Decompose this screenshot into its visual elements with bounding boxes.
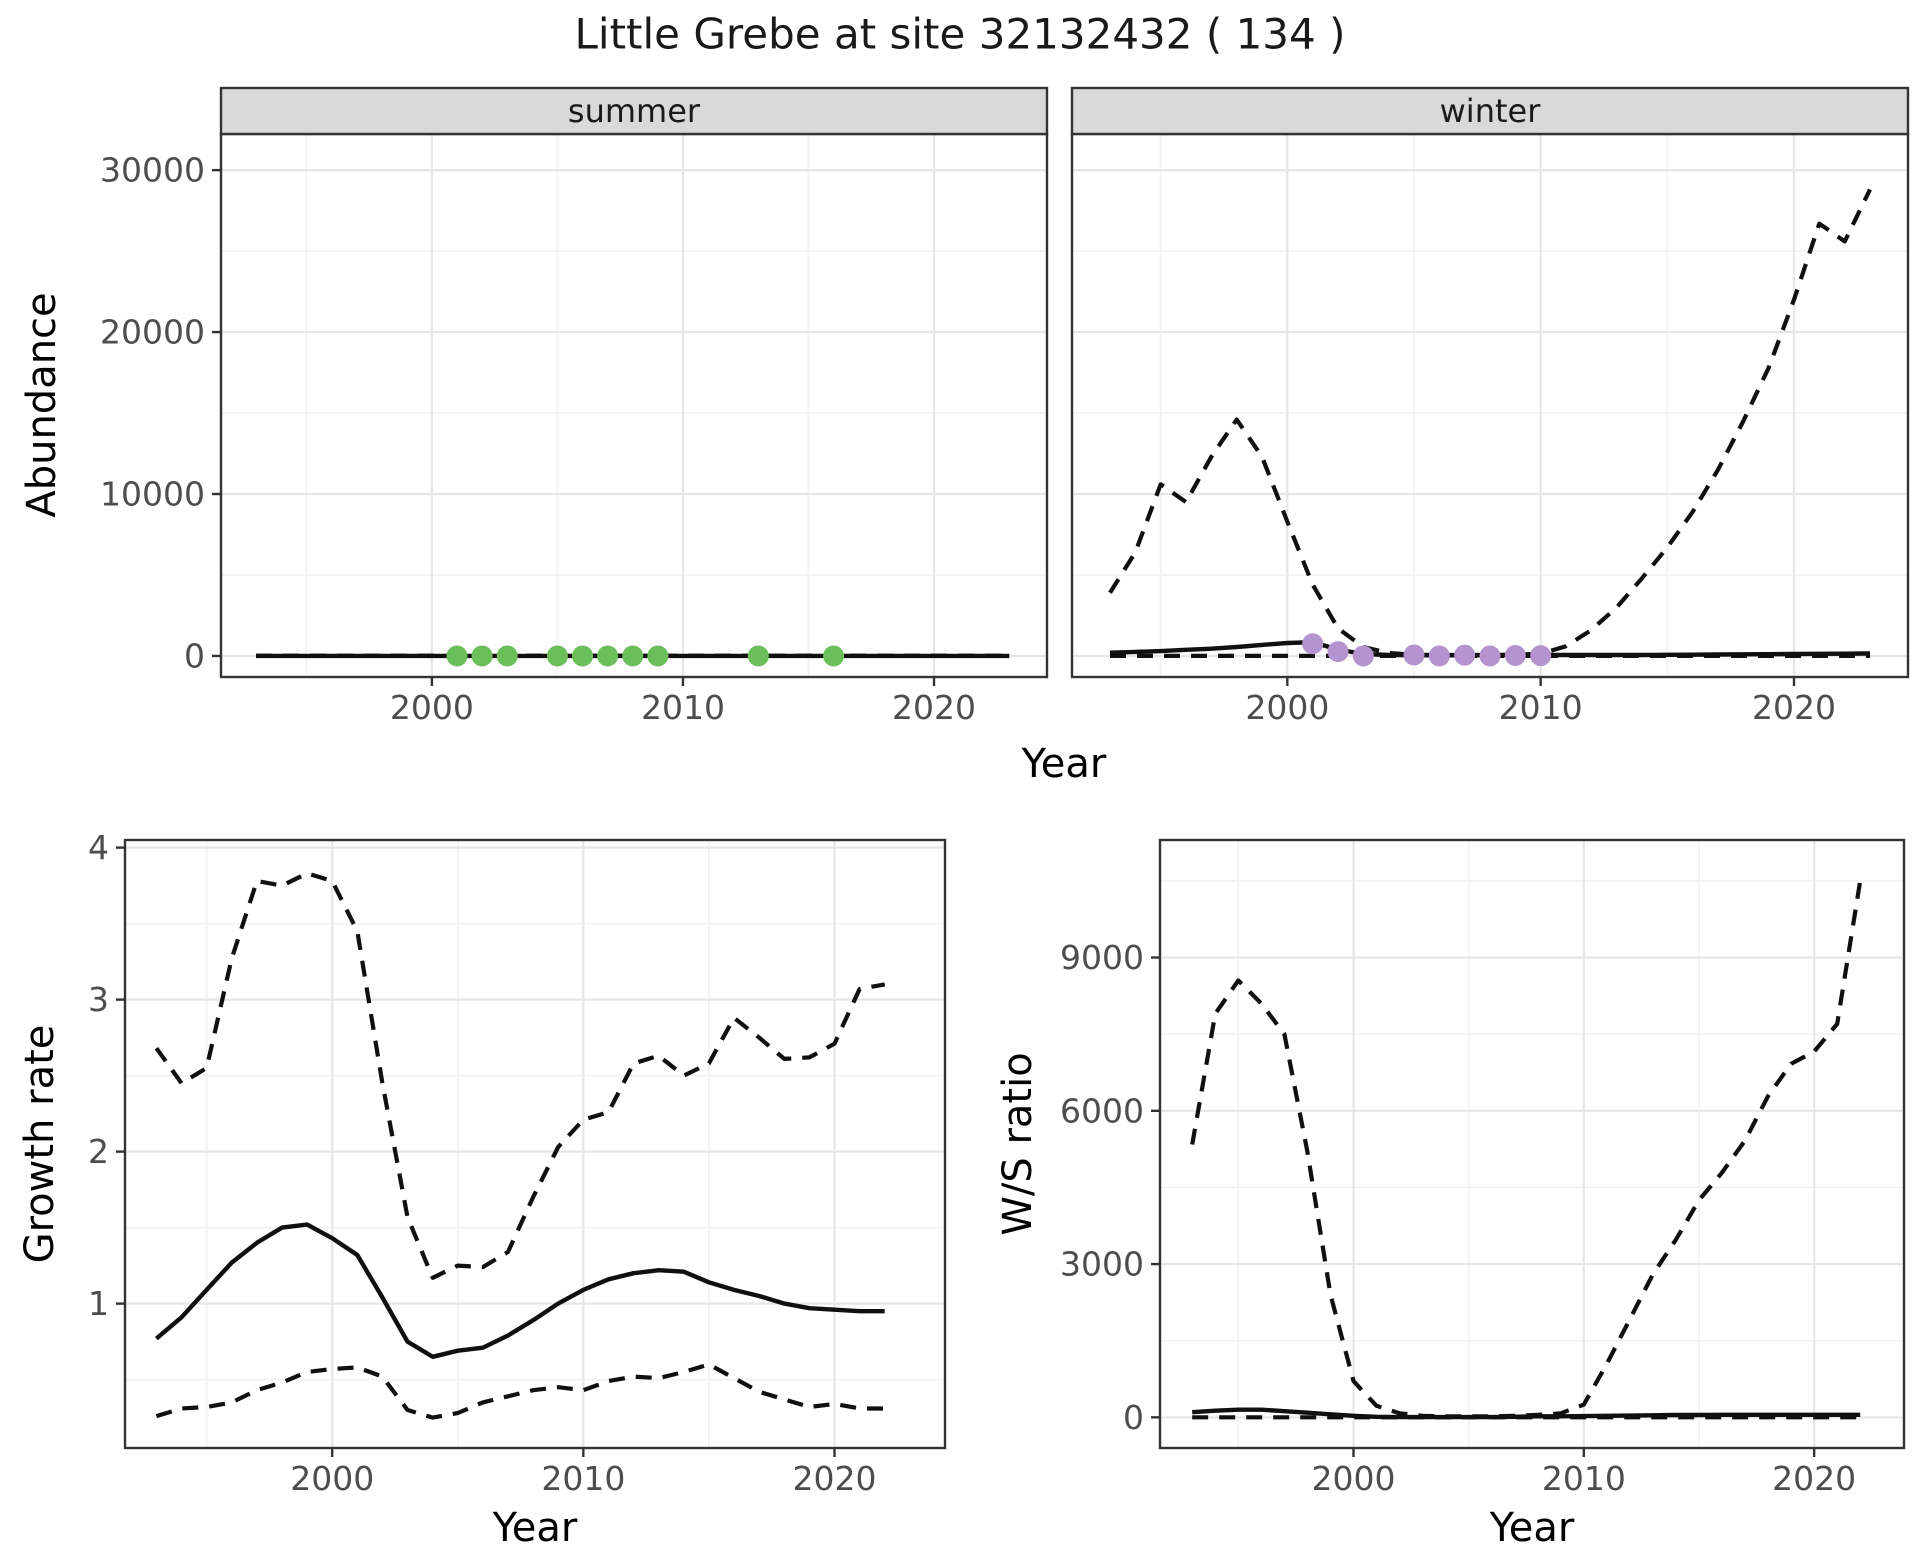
summer-y-tick-label: 10000 <box>100 475 205 514</box>
winter-x-tick-label: 2020 <box>1752 688 1836 727</box>
winter-observation-point <box>1530 645 1552 667</box>
summer-panel <box>221 134 1047 677</box>
summer-x-tick-label: 2020 <box>892 688 976 727</box>
growth-upper_ci-line <box>154 871 886 1280</box>
summer-observation-point <box>597 645 619 667</box>
summer-strip <box>219 86 1049 136</box>
summer-observation-point <box>546 645 568 667</box>
bottom-left-year-axis-title: Year <box>492 1505 578 1551</box>
growth-panel <box>125 840 945 1448</box>
summer-y-tick-label: 0 <box>184 636 205 675</box>
summer-observation-point <box>823 645 845 667</box>
summer-y-tick-label: 30000 <box>100 151 205 190</box>
summer-strip-label: summer <box>568 92 701 130</box>
winter-observation-point <box>1403 644 1425 666</box>
growth-y-tick-label: 2 <box>88 1132 109 1171</box>
winter-upper_ci-line <box>1108 188 1872 658</box>
winter-observation-point <box>1454 644 1476 666</box>
ws-panel <box>1160 840 1904 1448</box>
abundance-axis-title: Abundance <box>19 292 65 518</box>
growth-y-tick-label: 4 <box>88 828 109 867</box>
chart-title: Little Grebe at site 32132432 ( 134 ) <box>574 9 1346 59</box>
ws-x-tick-label: 2020 <box>1772 1459 1856 1498</box>
summer-observation-point <box>446 645 468 667</box>
summer-x-tick-label: 2010 <box>641 688 725 727</box>
ws-ratio-axis-title: W/S ratio <box>995 1052 1041 1236</box>
winter-strip-label: winter <box>1440 92 1542 130</box>
winter-observation-point <box>1352 645 1374 667</box>
winter-observation-point <box>1302 633 1324 655</box>
winter-x-tick-label: 2000 <box>1245 688 1329 727</box>
summer-y-tick-label: 20000 <box>100 313 205 352</box>
winter-strip <box>1070 86 1910 136</box>
summer-observation-point <box>572 645 594 667</box>
ws-y-tick-label: 0 <box>1123 1398 1144 1437</box>
summer-observation-point <box>622 645 644 667</box>
growth-lower_ci-line <box>155 1362 885 1420</box>
growth-x-tick-label: 2020 <box>793 1459 877 1498</box>
winter-observation-point <box>1327 641 1349 663</box>
top-year-axis-title: Year <box>1021 741 1107 787</box>
growth-rate-axis-title: Growth rate <box>17 1024 63 1264</box>
winter-observation-point <box>1504 644 1526 666</box>
ws-y-tick-label: 3000 <box>1060 1245 1144 1284</box>
ws-x-tick-label: 2000 <box>1311 1459 1395 1498</box>
summer-observation-point <box>471 645 493 667</box>
growth-x-tick-label: 2010 <box>541 1459 625 1498</box>
growth-y-tick-label: 1 <box>88 1284 109 1323</box>
summer-observation-point <box>747 645 769 667</box>
bottom-right-year-axis-title: Year <box>1489 1505 1575 1551</box>
winter-panel <box>1072 134 1908 677</box>
growth-x-tick-label: 2000 <box>290 1459 374 1498</box>
growth-fit-line <box>154 1222 885 1360</box>
summer-x-tick-label: 2000 <box>390 688 474 727</box>
growth-y-tick-label: 3 <box>88 980 109 1019</box>
summer-observation-point <box>647 645 669 667</box>
ws-panel-border <box>1158 838 1906 1450</box>
ws-y-tick-label: 9000 <box>1060 938 1144 977</box>
winter-observation-point <box>1479 645 1501 667</box>
ws-y-tick-label: 6000 <box>1060 1091 1144 1130</box>
ws-x-tick-label: 2010 <box>1542 1459 1626 1498</box>
growth-panel-border <box>123 838 947 1450</box>
summer-observation-point <box>496 645 518 667</box>
winter-x-tick-label: 2010 <box>1499 688 1583 727</box>
winter-observation-point <box>1428 645 1450 667</box>
